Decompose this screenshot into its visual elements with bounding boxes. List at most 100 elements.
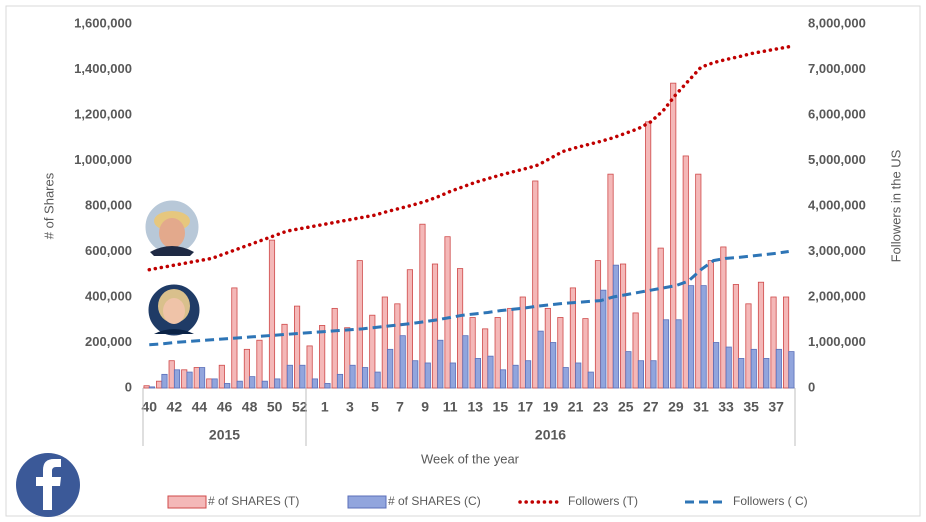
- y-tick-label: 0: [125, 379, 132, 394]
- y2-tick-label: 0: [808, 379, 815, 394]
- bar: [211, 378, 218, 389]
- bar: [612, 264, 619, 389]
- bar: [675, 319, 682, 389]
- bar: [544, 307, 551, 389]
- x-tick-label: 48: [242, 399, 258, 415]
- bar: [249, 376, 256, 389]
- bar: [412, 360, 419, 389]
- bar: [331, 307, 338, 389]
- bar: [374, 371, 381, 389]
- bar: [725, 346, 732, 389]
- legend-label: Followers (T): [568, 494, 638, 508]
- bar: [507, 307, 514, 389]
- bar: [306, 345, 313, 389]
- x-tick-label: 40: [141, 399, 157, 415]
- bar: [148, 386, 155, 389]
- bar: [424, 362, 431, 389]
- bar: [537, 330, 544, 389]
- bar: [750, 348, 757, 389]
- bar: [695, 173, 702, 389]
- bar: [281, 323, 288, 389]
- bar: [369, 314, 376, 389]
- bar: [707, 260, 714, 389]
- line-series: [147, 45, 791, 272]
- bar: [775, 348, 782, 389]
- bar: [199, 367, 206, 389]
- bar: [662, 319, 670, 389]
- legend-label: Followers ( C): [733, 494, 808, 508]
- x-tick-label: 33: [718, 399, 734, 415]
- bar: [381, 296, 388, 389]
- bar: [494, 317, 501, 389]
- x-tick-label: 23: [593, 399, 609, 415]
- bar: [512, 364, 519, 389]
- bar: [173, 369, 181, 389]
- y-tick-label: 600,000: [85, 243, 132, 258]
- clinton-portrait: [145, 281, 203, 339]
- bar: [700, 285, 707, 389]
- bar: [324, 383, 331, 389]
- bar: [670, 82, 677, 389]
- bar: [437, 339, 444, 389]
- bar: [336, 373, 344, 389]
- bar: [344, 327, 351, 389]
- x-tick-label: 13: [467, 399, 483, 415]
- bar: [682, 155, 689, 389]
- x-tick-label: 21: [568, 399, 584, 415]
- x-tick-label: 46: [217, 399, 233, 415]
- bar: [650, 360, 657, 389]
- x-tick-label: 7: [396, 399, 404, 415]
- bar: [156, 380, 163, 389]
- bar: [720, 246, 727, 389]
- bar: [732, 284, 739, 389]
- bar: [193, 367, 200, 389]
- bar: [274, 378, 281, 389]
- bar: [600, 289, 607, 389]
- x-tick-label: 29: [668, 399, 684, 415]
- bar: [268, 239, 276, 389]
- x-tick-label: 31: [693, 399, 709, 415]
- bar: [569, 287, 576, 389]
- bar: [387, 348, 394, 389]
- bar: [349, 364, 356, 389]
- bar: [168, 360, 175, 389]
- y2-tick-label: 4,000,000: [808, 197, 866, 212]
- x-tick-label: 44: [192, 399, 208, 415]
- bar: [645, 121, 652, 389]
- y-tick-label: 1,400,000: [74, 61, 132, 76]
- bar: [286, 364, 293, 389]
- y-tick-label: 800,000: [85, 197, 132, 212]
- legend-label: # of SHARES (C): [388, 494, 481, 508]
- bar: [319, 325, 326, 389]
- bar: [482, 328, 489, 389]
- x-tick-label: 50: [267, 399, 283, 415]
- bar: [457, 268, 464, 389]
- bar: [575, 362, 582, 389]
- y2-tick-label: 8,000,000: [808, 15, 866, 30]
- bar: [487, 355, 494, 389]
- bar: [550, 342, 557, 389]
- y-tick-label: 200,000: [85, 334, 132, 349]
- bar: [738, 358, 745, 389]
- x-tick-label: 11: [443, 399, 458, 415]
- bar: [444, 236, 451, 389]
- bar: [399, 335, 406, 389]
- line-series: [149, 250, 789, 347]
- bar: [499, 369, 507, 389]
- x-tick-label: 15: [493, 399, 509, 415]
- bar: [236, 380, 243, 389]
- y-tick-label: 400,000: [85, 288, 132, 303]
- bar: [419, 223, 426, 389]
- y-tick-label: 1,600,000: [74, 15, 132, 30]
- bar: [562, 367, 569, 389]
- bar: [587, 371, 594, 389]
- y2-tick-label: 5,000,000: [808, 152, 866, 167]
- year-label: 2015: [209, 427, 240, 443]
- x-tick-label: 5: [371, 399, 379, 415]
- x-tick-label: 25: [618, 399, 634, 415]
- x-tick-label: 27: [643, 399, 659, 415]
- bar: [637, 360, 644, 389]
- bar: [783, 296, 790, 389]
- bar: [770, 296, 777, 389]
